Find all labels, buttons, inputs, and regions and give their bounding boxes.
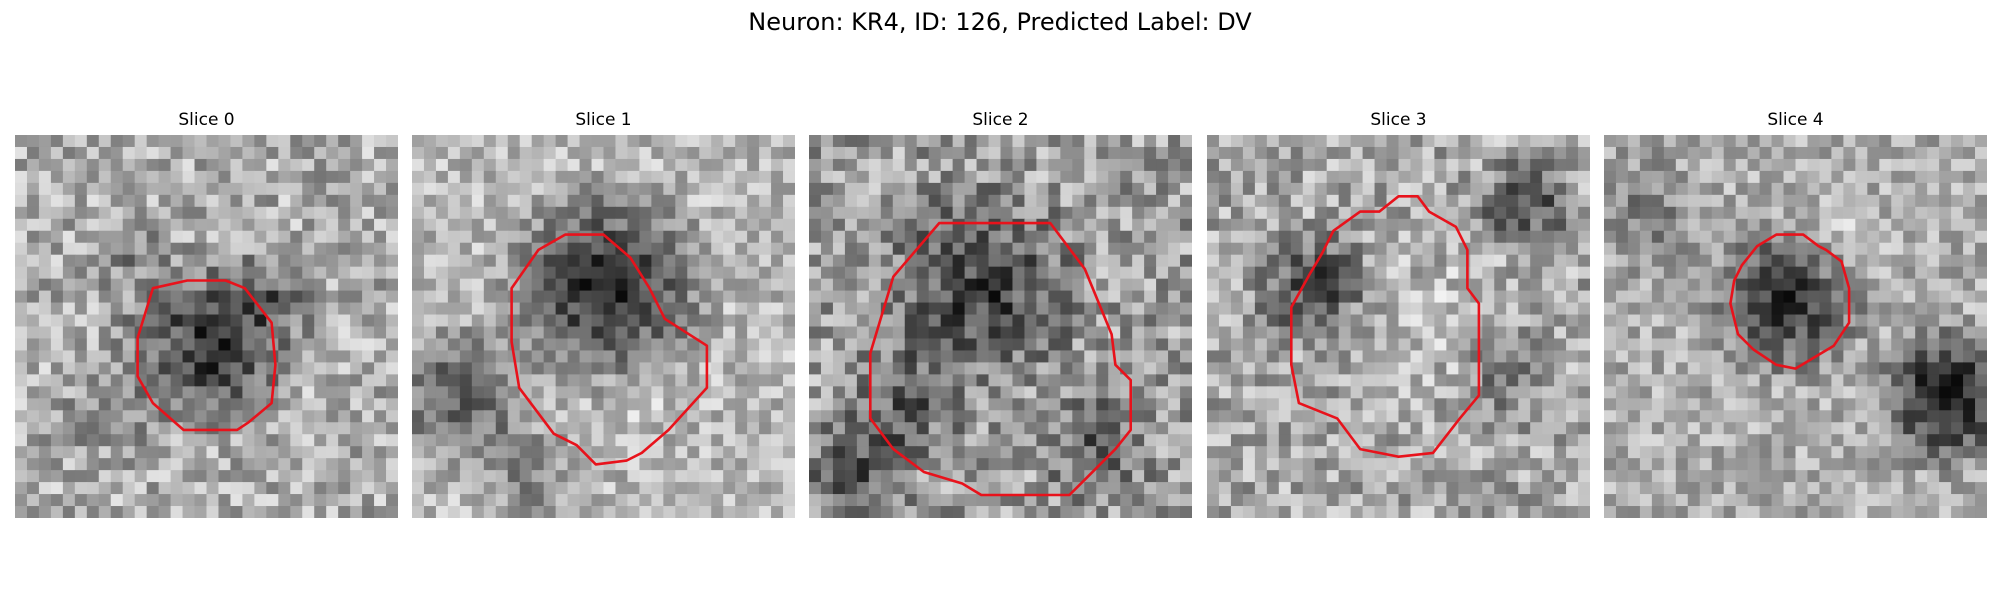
slice-image-2 <box>809 135 1192 518</box>
roi-contour <box>136 279 277 432</box>
slice-panel-3: Slice 3 <box>1207 108 1590 518</box>
slice-image-3 <box>1207 135 1590 518</box>
slice-panel-2: Slice 2 <box>809 108 1192 518</box>
slice-title-4: Slice 4 <box>1767 110 1824 130</box>
slice-pixels <box>1207 135 1590 518</box>
slice-panel-0: Slice 0 <box>15 108 398 518</box>
slice-pixels <box>1604 135 1987 518</box>
slice-title-2: Slice 2 <box>972 110 1029 130</box>
slice-title-1: Slice 1 <box>575 110 632 130</box>
slice-title-0: Slice 0 <box>178 110 235 130</box>
slice-image-4 <box>1604 135 1987 518</box>
roi-contour <box>1729 233 1851 370</box>
slice-pixels <box>412 135 795 518</box>
slice-title-3: Slice 3 <box>1370 110 1427 130</box>
roi-contour <box>510 233 709 466</box>
slice-panel-4: Slice 4 <box>1604 108 1987 518</box>
slice-panel-1: Slice 1 <box>412 108 795 518</box>
roi-contour <box>1290 194 1481 459</box>
roi-contour <box>868 221 1133 497</box>
slice-pixels <box>809 135 1192 518</box>
slice-image-1 <box>412 135 795 518</box>
slice-image-0 <box>15 135 398 518</box>
slice-pixels <box>15 135 398 518</box>
figure-title: Neuron: KR4, ID: 126, Predicted Label: D… <box>748 8 1252 36</box>
